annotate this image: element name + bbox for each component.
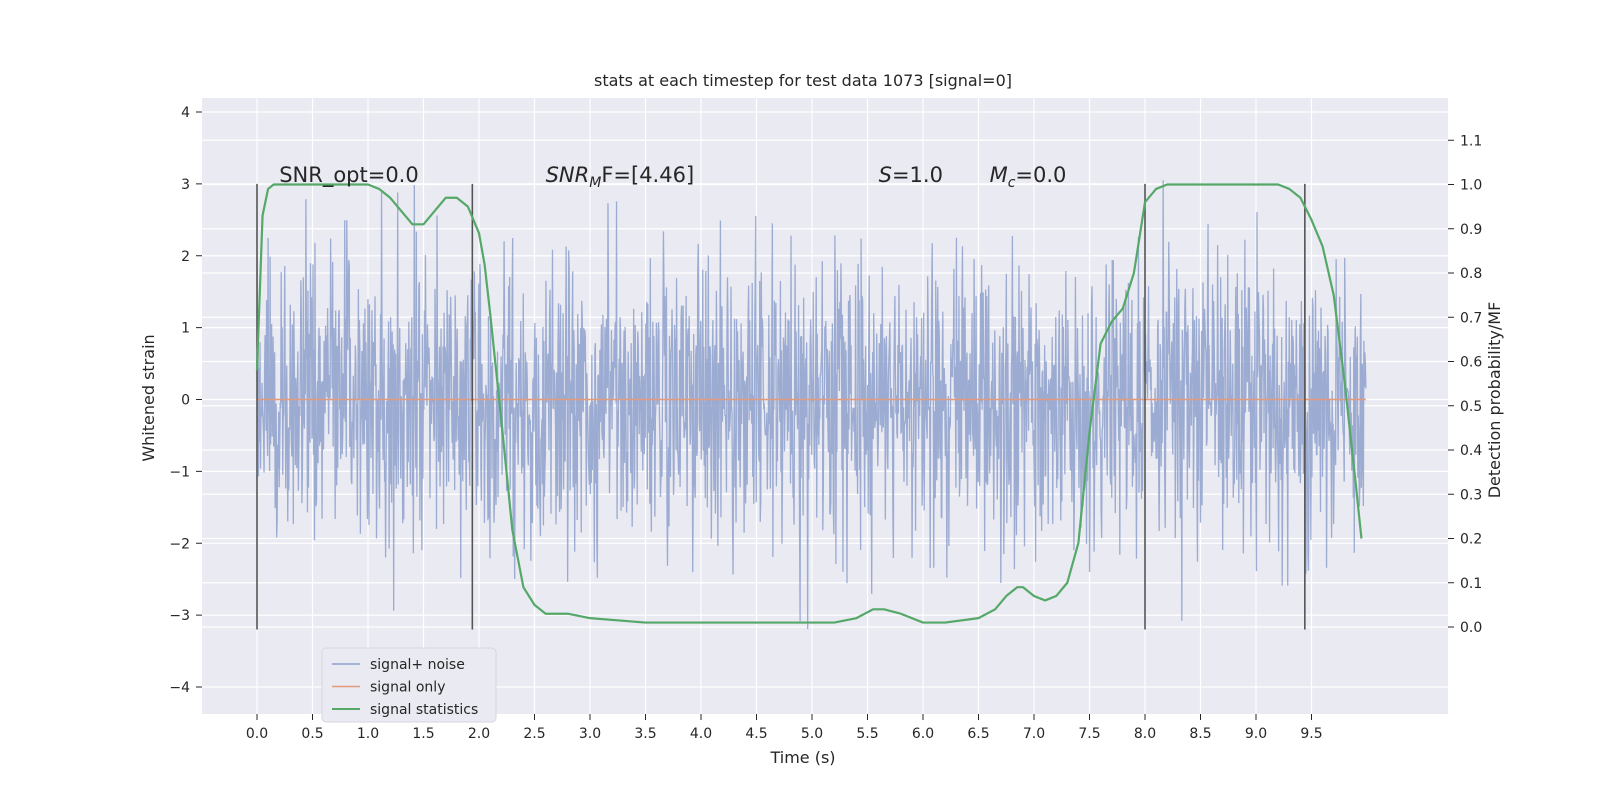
y2-tick-label: 0.8 — [1460, 266, 1482, 282]
annotation-subscript: c — [1008, 175, 1016, 191]
y-tick-label: −4 — [169, 680, 190, 696]
x-tick-label: 9.0 — [1245, 726, 1267, 742]
legend-label: signal+ noise — [370, 657, 465, 673]
x-tick-label: 8.5 — [1189, 726, 1211, 742]
x-tick-label: 3.5 — [634, 726, 656, 742]
y-tick-label: 4 — [181, 105, 190, 121]
x-tick-label: 6.5 — [967, 726, 989, 742]
x-tick-label: 9.5 — [1300, 726, 1322, 742]
y-tick-label: −1 — [169, 464, 190, 480]
x-tick-label: 5.0 — [801, 726, 823, 742]
x-tick-label: 2.0 — [468, 726, 490, 742]
annotation-suffix: F=[4.46] — [601, 163, 694, 187]
y2-tick-label: 0.6 — [1460, 355, 1482, 371]
y2-tick-label: 0.0 — [1460, 620, 1482, 636]
annotation-mc: Mc=0.0 — [990, 163, 1067, 191]
x-tick-label: 8.0 — [1134, 726, 1156, 742]
y-tick-label: −3 — [169, 608, 190, 624]
x-tick-label: 0.5 — [301, 726, 323, 742]
annotation-snr_mf: SNRMF=[4.46] — [546, 163, 695, 191]
legend-box — [321, 647, 497, 723]
series-signal-noise-line — [256, 180, 1367, 630]
annotation-main: SNR_opt=0.0 — [279, 163, 419, 188]
y2-tick-label: 1.1 — [1460, 133, 1482, 149]
annotation-subscript: M — [589, 175, 601, 191]
annotation-main: S — [879, 163, 892, 187]
y-axis-label: Whitened strain — [139, 334, 158, 461]
y-tick-label: 2 — [181, 249, 190, 265]
chart-title: stats at each timestep for test data 107… — [594, 71, 1012, 90]
x-tick-label: 2.5 — [523, 726, 545, 742]
x-tick-label: 1.0 — [357, 726, 379, 742]
y2-tick-label: 0.1 — [1460, 576, 1482, 592]
annotation-s: S=1.0 — [879, 163, 943, 187]
y-tick-label: 3 — [181, 177, 190, 193]
y2-tick-label: 0.4 — [1460, 443, 1482, 459]
annotation-suffix: =1.0 — [892, 163, 943, 187]
x-tick-label: 1.5 — [412, 726, 434, 742]
x-tick-label: 4.5 — [745, 726, 767, 742]
y-tick-label: 1 — [181, 321, 190, 337]
x-axis-label: Time (s) — [769, 748, 835, 767]
x-tick-label: 3.0 — [579, 726, 601, 742]
annotations: SNR_opt=0.0 SNRMF=[4.46] S=1.0 Mc=0.0 — [279, 163, 1066, 191]
x-tick-label: 6.0 — [912, 726, 934, 742]
y2-tick-label: 0.3 — [1460, 487, 1482, 503]
x-tick-label: 7.0 — [1023, 726, 1045, 742]
y2-tick-label: 0.9 — [1460, 222, 1482, 238]
y-tick-label: −2 — [169, 536, 190, 552]
plot-area: 0.0 0.5 1.0 1.5 2.0 2.5 3.0 3.5 4.0 4.5 5.0 5.5 6.0 6… — [169, 98, 1482, 742]
series-signal-statistics-line — [255, 183, 1363, 624]
x-tick-label: 4.0 — [690, 726, 712, 742]
legend: signal+ noise signal only signal statistic… — [321, 647, 497, 723]
y2-tick-label: 0.2 — [1460, 532, 1482, 548]
x-tick-label: 0.0 — [246, 726, 268, 742]
annotation-main: SNR — [546, 163, 590, 187]
y-tick-label: 0 — [181, 393, 190, 409]
annotation-snr_opt: SNR_opt=0.0 — [279, 163, 419, 188]
x-tick-label: 7.5 — [1078, 726, 1100, 742]
legend-label: signal only — [370, 680, 445, 696]
annotation-main: M — [990, 163, 1008, 187]
y2-tick-label: 0.5 — [1460, 399, 1482, 415]
y2-tick-label: 1.0 — [1460, 178, 1482, 194]
y2-tick-label: 0.7 — [1460, 310, 1482, 326]
x-tick-label: 5.5 — [856, 726, 878, 742]
y2-axis-label: Detection probability/MF — [1485, 302, 1504, 499]
annotation-suffix: =0.0 — [1015, 163, 1066, 187]
legend-label: signal statistics — [370, 702, 478, 718]
